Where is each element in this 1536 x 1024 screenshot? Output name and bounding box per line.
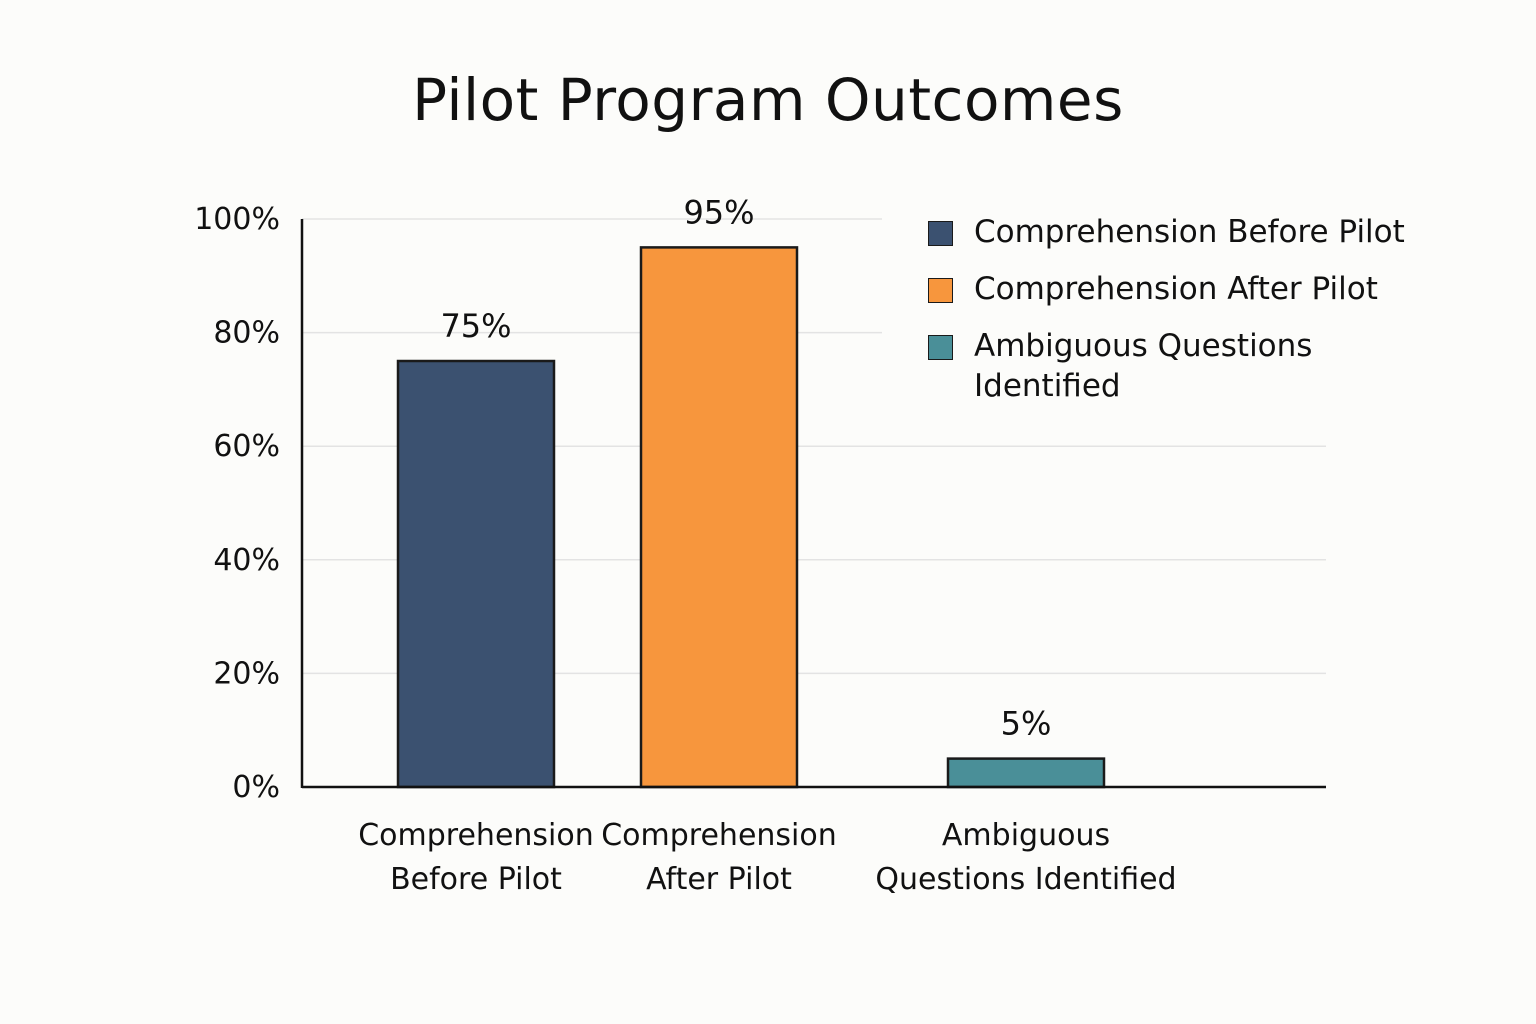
data-label: 95% xyxy=(683,193,754,231)
bar xyxy=(639,246,799,789)
x-tick-label: Questions Identified xyxy=(875,862,1176,897)
data-label: 5% xyxy=(1001,705,1052,743)
legend-item: Ambiguous Questions Identified xyxy=(928,326,1448,406)
legend-label: Comprehension Before Pilot xyxy=(974,214,1405,250)
x-tick-label: Comprehension xyxy=(601,818,837,853)
y-tick-label: 0% xyxy=(232,770,280,805)
x-tick-label: After Pilot xyxy=(646,862,792,897)
y-tick-label: 80% xyxy=(213,316,280,351)
legend-swatch xyxy=(928,335,953,360)
bar xyxy=(946,757,1106,789)
labels: 0% 20% 40% 60% 80% 100% 75% Comprehension Before… xyxy=(194,193,1176,897)
y-tick-label: 20% xyxy=(213,656,280,691)
bar xyxy=(396,359,556,789)
x-tick-label: Comprehension xyxy=(358,818,594,853)
legend-swatch xyxy=(928,221,953,246)
legend-label: Comprehension After Pilot xyxy=(974,271,1378,307)
y-tick-label: 60% xyxy=(213,429,280,464)
data-label: 75% xyxy=(440,307,511,345)
legend-item: Comprehension Before Pilot xyxy=(928,212,1448,252)
legend-item: Comprehension After Pilot xyxy=(928,269,1448,309)
y-tick-label: 40% xyxy=(213,543,280,578)
x-tick-label: Ambiguous xyxy=(942,818,1110,853)
y-tick-label: 100% xyxy=(194,202,280,237)
legend-label: Ambiguous Questions Identified xyxy=(974,328,1313,404)
x-tick-label: Before Pilot xyxy=(390,862,562,897)
legend-swatch xyxy=(928,278,953,303)
chart-legend: Comprehension Before Pilot Comprehension … xyxy=(928,212,1448,423)
bars xyxy=(396,246,1106,789)
axes xyxy=(300,219,1326,789)
chart-title: Pilot Program Outcomes xyxy=(412,66,1124,134)
